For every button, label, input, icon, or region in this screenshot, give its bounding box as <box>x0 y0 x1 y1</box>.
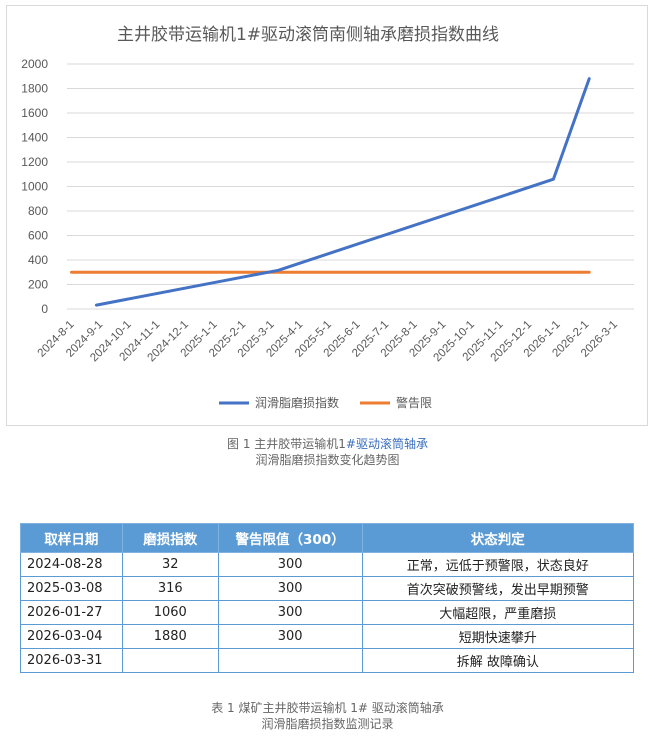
figure-caption-prefix: 图 1 主井胶带运输机1 <box>227 437 346 451</box>
monitoring-table: 取样日期 磨损指数 警告限值（300） 状态判定 2024-08-28 32 3… <box>20 523 635 673</box>
y-tick-label: 600 <box>28 229 48 243</box>
y-tick-label: 200 <box>28 278 48 292</box>
legend-label: 警告限 <box>396 395 432 410</box>
y-tick-label: 400 <box>28 253 48 267</box>
cell-limit: 300 <box>217 624 363 649</box>
series-line <box>94 77 591 307</box>
y-tick-label: 2000 <box>21 57 48 71</box>
cell-limit: 300 <box>217 600 363 625</box>
cell-date: 2026-03-31 <box>20 648 123 673</box>
figure-caption-highlight: #驱动滚筒轴承 <box>345 437 428 451</box>
cell-status: 拆解 故障确认 <box>361 648 635 673</box>
table-row: 2026-03-31 拆解 故障确认 <box>20 648 635 673</box>
y-tick-label: 1200 <box>21 155 48 169</box>
cell-limit: 300 <box>217 552 363 577</box>
y-tick-label: 1600 <box>21 106 48 120</box>
cell-index <box>121 648 219 673</box>
table-row: 2025-03-08 316 300 首次突破预警线，发出早期预警 <box>20 576 635 601</box>
table-row: 2026-01-27 1060 300 大幅超限，严重磨损 <box>20 600 635 625</box>
header-wear-index: 磨损指数 <box>121 523 219 553</box>
y-tick-label: 800 <box>28 204 48 218</box>
chart-title: 主井胶带运输机1#驱动滚筒南侧轴承磨损指数曲线 <box>117 25 499 45</box>
header-sample-date: 取样日期 <box>20 523 123 553</box>
header-warning-limit: 警告限值（300） <box>217 523 363 553</box>
cell-status: 正常，远低于预警限，状态良好 <box>361 552 635 577</box>
cell-status: 短期快速攀升 <box>361 624 635 649</box>
figure-caption-line2: 润滑脂磨损指数变化趋势图 <box>255 453 400 467</box>
y-tick-label: 0 <box>41 302 48 316</box>
cell-status: 首次突破预警线，发出早期预警 <box>361 576 635 601</box>
table-row: 2024-08-28 32 300 正常，远低于预警限，状态良好 <box>20 552 635 577</box>
table-caption-line1: 表 1 煤矿主井胶带运输机 1# 驱动滚筒轴承 <box>211 701 444 715</box>
table-header-row: 取样日期 磨损指数 警告限值（300） 状态判定 <box>20 523 635 553</box>
legend-label: 润滑脂磨损指数 <box>255 395 339 410</box>
cell-date: 2026-03-04 <box>20 624 123 649</box>
cell-limit <box>217 648 363 673</box>
cell-index: 316 <box>121 576 219 601</box>
cell-date: 2025-03-08 <box>20 576 123 601</box>
cell-date: 2024-08-28 <box>20 552 123 577</box>
table-caption-line2: 润滑脂磨损指数监测记录 <box>261 717 394 731</box>
y-tick-label: 1800 <box>21 82 48 96</box>
table-caption: 表 1 煤矿主井胶带运输机 1# 驱动滚筒轴承 润滑脂磨损指数监测记录 <box>0 700 655 732</box>
cell-limit: 300 <box>217 576 363 601</box>
y-tick-label: 1000 <box>21 180 48 194</box>
table-row: 2026-03-04 1880 300 短期快速攀升 <box>20 624 635 649</box>
y-tick-label: 1400 <box>21 131 48 145</box>
chart-container: 主井胶带运输机1#驱动滚筒南侧轴承磨损指数曲线 0 200 400 600 800 100… <box>6 5 648 426</box>
cell-status: 大幅超限，严重磨损 <box>361 600 635 625</box>
cell-date: 2026-01-27 <box>20 600 123 625</box>
figure-caption: 图 1 主井胶带运输机1#驱动滚筒轴承 润滑脂磨损指数变化趋势图 <box>0 436 655 468</box>
cell-index: 1880 <box>121 624 219 649</box>
cell-index: 32 <box>121 552 219 577</box>
line-chart: 主井胶带运输机1#驱动滚筒南侧轴承磨损指数曲线 0 200 400 600 800 100… <box>21 25 634 410</box>
header-status: 状态判定 <box>361 523 635 553</box>
cell-index: 1060 <box>121 600 219 625</box>
